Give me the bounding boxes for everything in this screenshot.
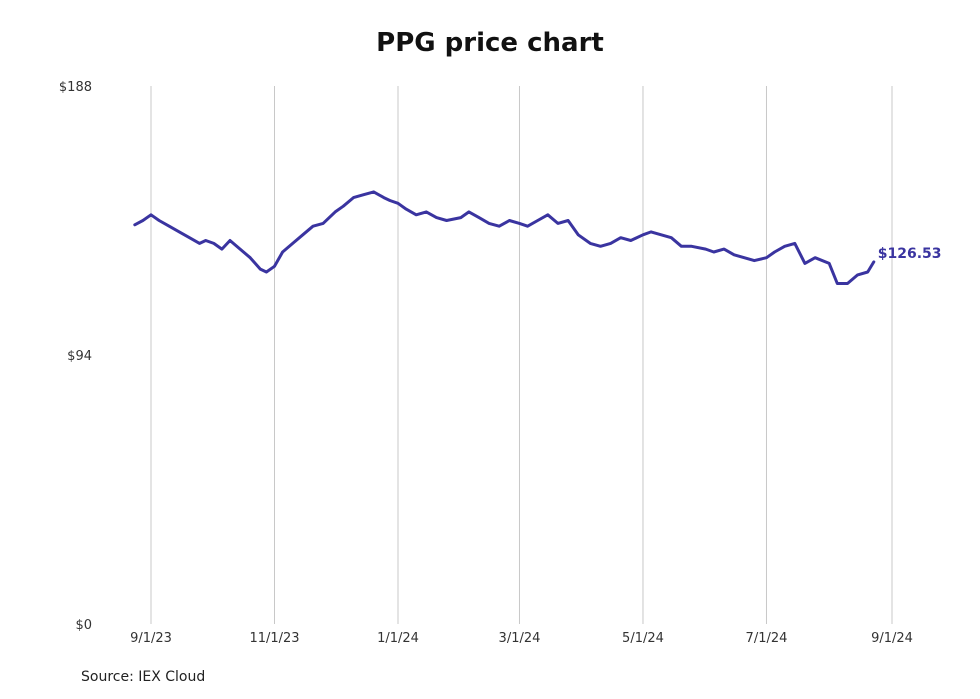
data-point bbox=[459, 216, 462, 219]
data-point bbox=[477, 216, 481, 219]
data-point bbox=[334, 210, 337, 214]
y-tick-label: $94 bbox=[67, 349, 92, 364]
x-tick-label: 9/1/24 bbox=[871, 631, 913, 646]
data-point bbox=[856, 273, 859, 277]
data-point bbox=[404, 207, 408, 211]
data-point bbox=[577, 233, 580, 236]
last-value-label: $126.53 bbox=[878, 246, 942, 262]
data-point bbox=[526, 225, 529, 228]
data-point bbox=[212, 242, 215, 245]
data-point bbox=[566, 219, 570, 222]
data-point bbox=[753, 259, 756, 262]
data-point bbox=[249, 256, 252, 259]
data-point bbox=[518, 222, 521, 225]
data-point bbox=[467, 210, 471, 214]
data-point bbox=[619, 236, 622, 239]
data-point bbox=[866, 270, 869, 274]
price-line bbox=[133, 190, 876, 285]
data-point bbox=[321, 222, 325, 225]
data-point bbox=[157, 219, 161, 222]
data-point bbox=[382, 196, 385, 199]
data-point bbox=[133, 223, 136, 226]
data-point bbox=[836, 282, 839, 285]
data-point bbox=[265, 270, 268, 274]
x-tick-label: 5/1/24 bbox=[622, 631, 664, 646]
x-axis: 9/1/23 11/1/23 1/1/24 3/1/24 5/1/24 7/1/24 9/1… bbox=[130, 631, 913, 646]
data-point bbox=[445, 219, 448, 222]
x-tick-label: 11/1/23 bbox=[249, 631, 299, 646]
data-point bbox=[388, 199, 392, 202]
data-point bbox=[773, 250, 776, 254]
data-point bbox=[813, 256, 817, 259]
data-point bbox=[722, 247, 726, 251]
data-point bbox=[846, 282, 849, 285]
chart-title: PPG price chart bbox=[376, 28, 604, 58]
data-point bbox=[281, 250, 284, 254]
x-tick-label: 9/1/23 bbox=[130, 631, 172, 646]
data-point bbox=[141, 219, 145, 222]
data-point bbox=[783, 245, 786, 248]
data-point bbox=[670, 236, 673, 239]
y-axis: $188 $94 $0 bbox=[59, 80, 92, 633]
y-tick-label: $188 bbox=[59, 80, 92, 95]
data-point bbox=[435, 216, 438, 219]
gridlines bbox=[150, 86, 893, 624]
data-point bbox=[415, 213, 418, 216]
data-point bbox=[629, 239, 632, 242]
data-point bbox=[599, 245, 602, 248]
x-tick-label: 7/1/24 bbox=[746, 631, 788, 646]
data-point bbox=[188, 236, 191, 239]
last-value-label-group: $126.53 bbox=[878, 246, 942, 262]
data-point bbox=[680, 245, 683, 248]
x-tick-label: 1/1/24 bbox=[377, 631, 419, 646]
data-point bbox=[273, 265, 276, 268]
data-point bbox=[743, 256, 746, 259]
data-point bbox=[660, 233, 663, 236]
data-point bbox=[803, 262, 807, 265]
data-point bbox=[609, 242, 612, 245]
data-point bbox=[396, 202, 400, 205]
data-point bbox=[641, 233, 645, 236]
data-point bbox=[765, 256, 768, 259]
data-point bbox=[168, 225, 171, 228]
data-point bbox=[732, 253, 736, 256]
data-point bbox=[546, 213, 549, 216]
y-tick-label: $0 bbox=[75, 618, 92, 633]
data-point bbox=[828, 262, 831, 265]
data-point bbox=[372, 190, 375, 194]
data-point bbox=[589, 242, 592, 245]
source-note: Source: IEX Cloud bbox=[81, 669, 206, 685]
data-point bbox=[352, 196, 355, 199]
data-point bbox=[149, 213, 153, 216]
data-point bbox=[712, 250, 715, 254]
data-point bbox=[198, 242, 201, 245]
data-point bbox=[425, 210, 428, 214]
data-point bbox=[291, 242, 294, 245]
data-point bbox=[487, 222, 491, 225]
data-point bbox=[342, 205, 345, 208]
data-point bbox=[508, 219, 511, 222]
data-point bbox=[204, 239, 207, 242]
data-point bbox=[556, 222, 560, 225]
data-point bbox=[178, 230, 181, 234]
data-point bbox=[690, 245, 693, 248]
data-point bbox=[238, 247, 242, 251]
data-point bbox=[704, 247, 707, 251]
data-point bbox=[872, 260, 875, 264]
data-point bbox=[362, 193, 365, 196]
data-point bbox=[498, 225, 501, 228]
data-point bbox=[311, 225, 315, 228]
data-point bbox=[536, 219, 539, 222]
data-point bbox=[228, 239, 232, 242]
data-point bbox=[301, 233, 304, 236]
data-point bbox=[793, 242, 796, 245]
data-point bbox=[259, 267, 262, 271]
data-point bbox=[649, 230, 653, 234]
x-tick-label: 3/1/24 bbox=[499, 631, 541, 646]
data-point bbox=[220, 247, 224, 251]
series-ppg bbox=[133, 190, 876, 285]
